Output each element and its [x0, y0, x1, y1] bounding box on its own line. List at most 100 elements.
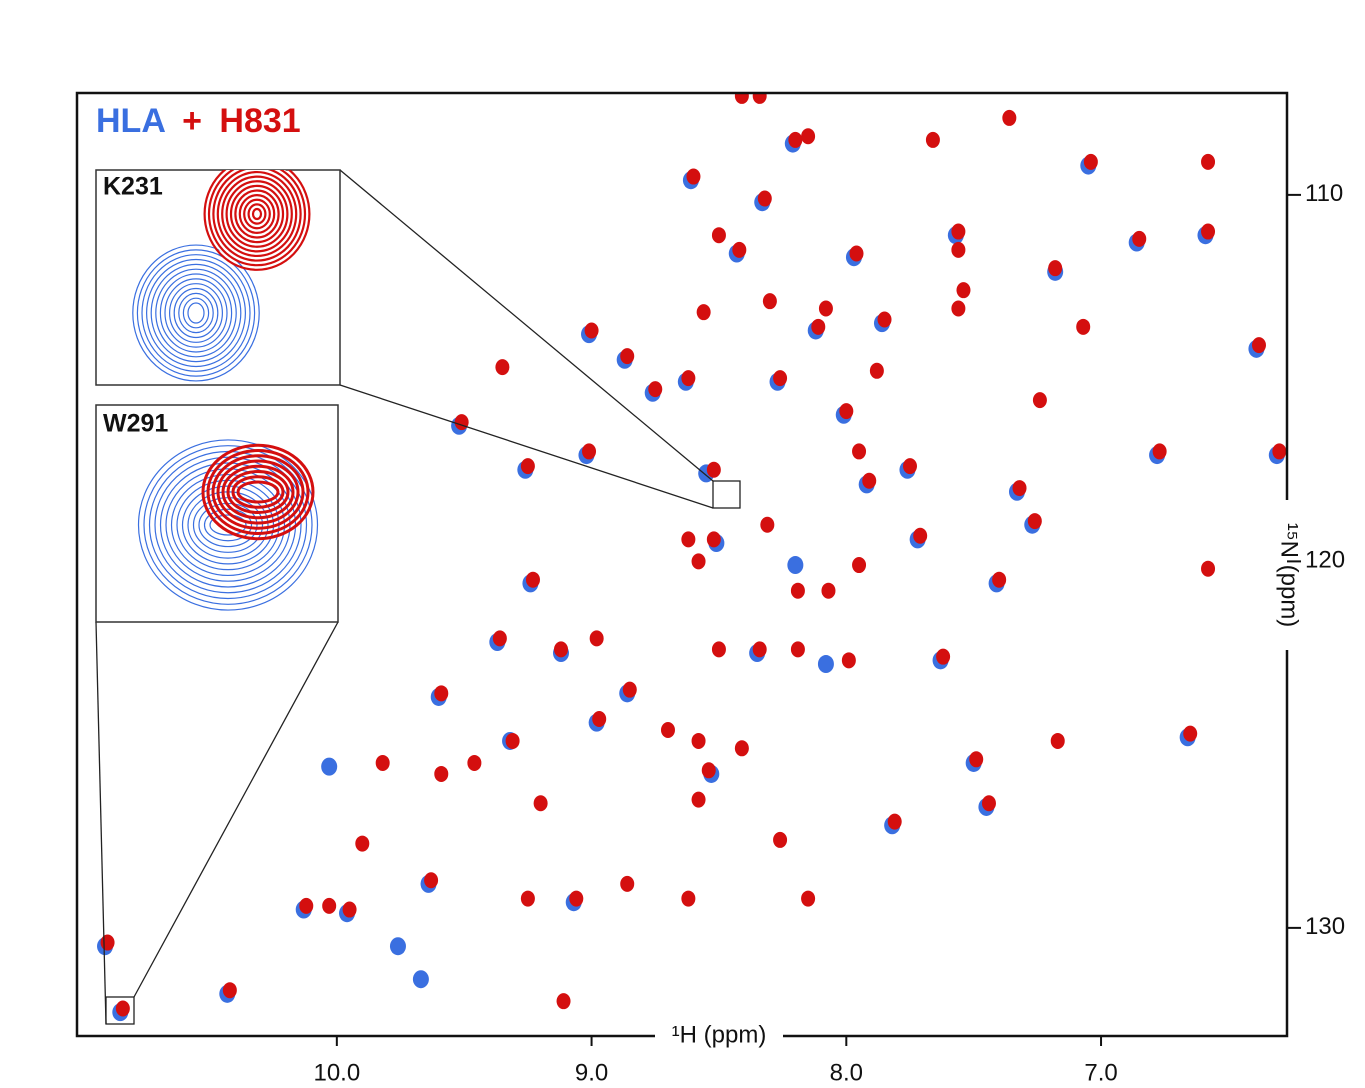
peak	[389, 937, 406, 956]
peak	[817, 655, 834, 674]
peak	[925, 131, 940, 148]
contour	[243, 198, 271, 230]
peak	[342, 901, 357, 918]
peak	[554, 641, 568, 658]
peak	[582, 443, 597, 460]
peak	[660, 721, 675, 738]
peak	[852, 443, 867, 460]
peak	[648, 381, 663, 398]
peak	[1251, 337, 1266, 354]
peak	[773, 831, 788, 848]
legend-separator: +	[182, 102, 202, 140]
y-axis-label: ¹⁵N (ppm)	[1276, 523, 1303, 628]
peak	[992, 571, 1007, 588]
legend: HLA + H831	[96, 102, 301, 140]
peak	[355, 835, 370, 852]
inset-w291: W291	[95, 404, 339, 623]
peak	[1032, 392, 1047, 409]
contour	[170, 473, 286, 577]
peak	[1002, 109, 1017, 126]
peak	[762, 293, 777, 310]
peak	[1027, 513, 1042, 530]
contour	[226, 470, 290, 514]
peak	[734, 93, 749, 104]
peak	[732, 241, 747, 258]
inset-k231: K231	[95, 169, 341, 386]
peak	[100, 934, 115, 951]
peak	[752, 93, 767, 104]
peak	[454, 414, 469, 431]
y-tick-label: 120	[1305, 547, 1345, 574]
x-tick-label: 10.0	[313, 1059, 360, 1086]
peak	[222, 982, 237, 999]
peak	[686, 168, 701, 185]
contour	[234, 189, 280, 239]
peak	[1201, 223, 1216, 240]
peak	[862, 472, 877, 489]
peak	[801, 128, 816, 145]
peak	[852, 557, 867, 574]
peak	[869, 362, 884, 379]
contour	[216, 459, 300, 525]
contour	[155, 268, 237, 358]
contour	[206, 449, 310, 535]
x-tick-label: 9.0	[575, 1059, 608, 1086]
inset-label: K231	[103, 173, 163, 201]
peak	[711, 227, 726, 244]
contour	[132, 244, 260, 382]
contour	[164, 278, 228, 348]
contour	[207, 170, 307, 267]
peak	[773, 370, 788, 387]
contour	[178, 292, 214, 334]
peak	[760, 516, 775, 533]
peak	[434, 765, 449, 782]
peak	[1272, 443, 1287, 460]
peak	[321, 757, 338, 776]
peak	[1083, 153, 1098, 170]
zoom-guides	[95, 169, 741, 1025]
peak	[1201, 560, 1216, 577]
peak	[1050, 732, 1065, 749]
contour	[169, 283, 224, 343]
contour	[182, 297, 210, 329]
peak	[1048, 260, 1063, 277]
peak	[811, 318, 826, 335]
y-tick-label: 110	[1305, 180, 1343, 207]
contour	[209, 514, 247, 536]
peak	[887, 813, 902, 830]
peak	[841, 652, 856, 669]
peak	[620, 875, 635, 892]
peak	[681, 890, 696, 907]
peak	[589, 630, 604, 647]
peak	[681, 370, 696, 387]
peak	[691, 791, 706, 808]
peak	[877, 311, 892, 328]
peak	[584, 322, 599, 339]
peak	[520, 890, 535, 907]
contour	[143, 445, 313, 605]
peak	[520, 458, 535, 475]
peak	[801, 890, 816, 907]
legend-entry: HLA	[96, 102, 165, 140]
peak	[752, 641, 767, 658]
peak	[956, 282, 971, 299]
peak	[951, 241, 966, 258]
x-tick-label: 7.0	[1084, 1059, 1117, 1086]
peak	[706, 531, 721, 548]
contour	[231, 475, 285, 509]
peak	[701, 762, 716, 779]
peak	[1012, 480, 1027, 497]
peak	[592, 710, 607, 727]
legend-entry: H831	[219, 102, 300, 140]
peak	[622, 681, 637, 698]
inset-label: W291	[103, 410, 168, 438]
peak	[495, 359, 510, 376]
peak	[969, 751, 984, 768]
x-tick-label: 8.0	[830, 1059, 863, 1086]
peak	[299, 897, 314, 914]
contour	[203, 508, 253, 542]
peak	[424, 872, 439, 889]
peak	[951, 300, 966, 317]
contour	[247, 203, 267, 225]
peak	[913, 527, 928, 544]
